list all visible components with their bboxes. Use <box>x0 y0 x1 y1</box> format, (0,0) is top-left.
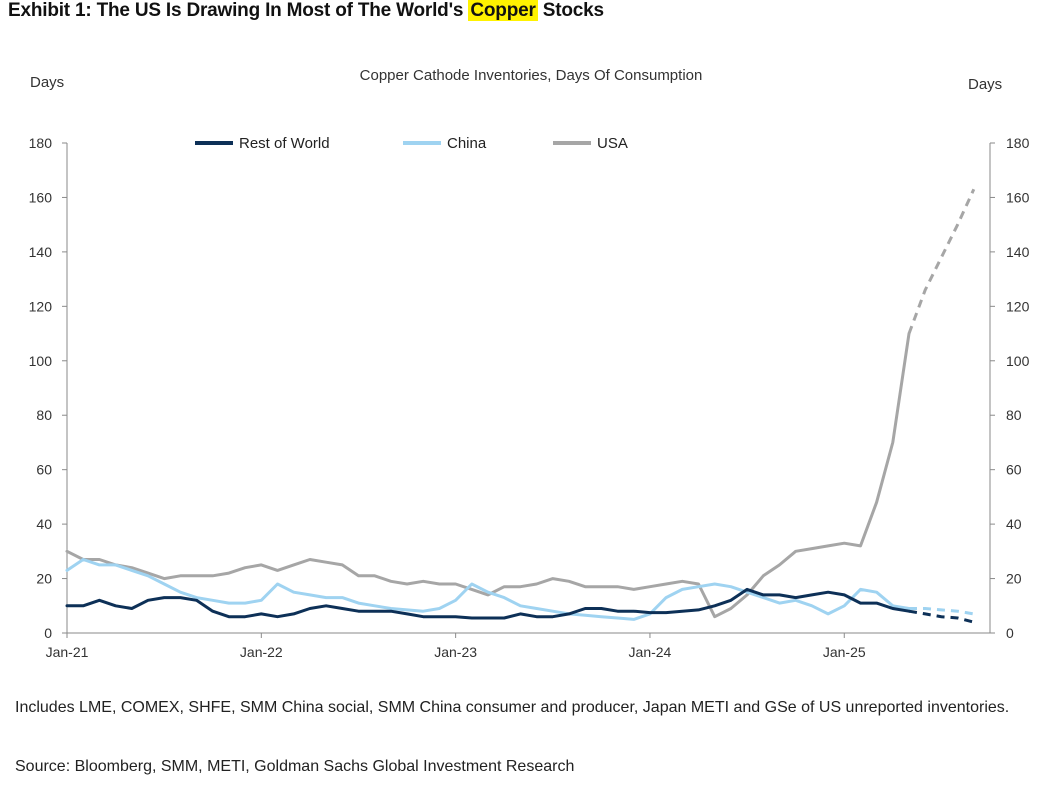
left-y-tick-label: 80 <box>36 407 52 423</box>
right-y-tick-label: 180 <box>1006 135 1030 151</box>
series-line-rest-of-world <box>65 587 911 620</box>
left-y-tick-label: 100 <box>29 353 53 369</box>
series-projection-usa <box>907 188 976 335</box>
series-line-china <box>65 558 911 621</box>
exhibit-title-prefix: Exhibit 1: The US Is Drawing In Most of … <box>8 0 469 21</box>
series-projection-rest-of-world <box>908 609 975 624</box>
exhibit-title-highlight: Copper <box>468 0 538 21</box>
left-y-tick-label: 140 <box>29 244 53 260</box>
x-tick-label: Jan-23 <box>434 644 477 660</box>
exhibit-title-suffix: Stocks <box>537 0 604 21</box>
left-y-tick-label: 20 <box>36 571 52 587</box>
left-y-tick-label: 180 <box>29 135 53 151</box>
right-y-tick-label: 40 <box>1006 516 1022 532</box>
right-y-tick-label: 60 <box>1006 462 1022 478</box>
left-y-tick-label: 0 <box>44 625 52 641</box>
x-tick-label: Jan-21 <box>46 644 89 660</box>
legend-label-usa: USA <box>597 135 628 152</box>
chart-title: Copper Cathode Inventories, Days Of Cons… <box>359 67 703 84</box>
exhibit-title: Exhibit 1: The US Is Drawing In Most of … <box>8 0 604 22</box>
right-y-tick-label: 0 <box>1006 625 1014 641</box>
left-y-tick-label: 40 <box>36 516 52 532</box>
source-line: Source: Bloomberg, SMM, METI, Goldman Sa… <box>15 758 575 775</box>
right-y-tick-label: 20 <box>1006 571 1022 587</box>
right-y-tick-label: 80 <box>1006 407 1022 423</box>
legend-label-rest-of-world: Rest of World <box>239 135 330 152</box>
right-y-tick-label: 120 <box>1006 298 1030 314</box>
series-line-usa <box>65 332 911 619</box>
legend-label-china: China <box>447 135 487 152</box>
left-y-tick-label: 60 <box>36 462 52 478</box>
right-y-tick-label: 140 <box>1006 244 1030 260</box>
right-y-tick-label: 100 <box>1006 353 1030 369</box>
right-y-tick-label: 160 <box>1006 189 1030 205</box>
left-y-tick-label: 120 <box>29 298 53 314</box>
footnote: Includes LME, COMEX, SHFE, SMM China soc… <box>15 699 1010 716</box>
left-y-tick-label: 160 <box>29 189 53 205</box>
line-chart: 0 0 20 20 40 40 60 60 80 80 100 100 120 120 140 140 160 1… <box>29 135 1030 660</box>
right-axis-unit: Days <box>968 76 1003 93</box>
left-axis-unit: Days <box>30 74 65 91</box>
x-tick-label: Jan-25 <box>823 644 866 660</box>
series-projection-china <box>909 607 975 616</box>
x-tick-label: Jan-22 <box>240 644 283 660</box>
x-tick-label: Jan-24 <box>629 644 672 660</box>
